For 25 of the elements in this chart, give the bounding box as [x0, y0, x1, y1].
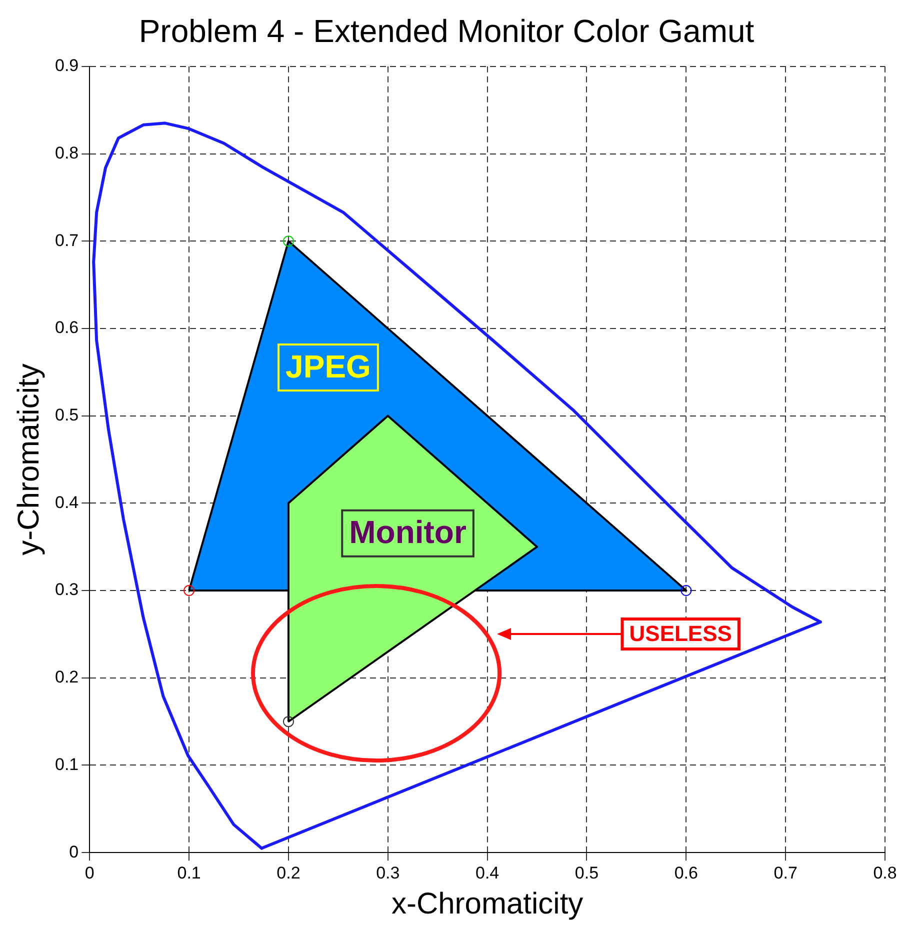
x-tick-label: 0.2	[276, 863, 300, 882]
x-tick-label: 0.7	[774, 863, 798, 882]
x-axis-title: x-Chromaticity	[391, 887, 584, 920]
y-tick-label: 0.9	[54, 56, 79, 76]
y-tick-label: 0.3	[54, 580, 79, 600]
y-axis-title: y-Chromaticity	[12, 364, 46, 556]
annotation: USELESS	[629, 621, 732, 646]
y-tick-label: 0.5	[54, 406, 79, 425]
x-tick-label: 0.8	[873, 863, 897, 882]
x-tick-label: 0.4	[475, 863, 500, 882]
y-tick-label: 0	[69, 842, 79, 862]
y-tick-label: 0.1	[54, 754, 79, 774]
annotation: JPEG	[286, 348, 371, 384]
x-tick-label: 0.6	[674, 863, 698, 882]
y-tick-label: 0.4	[54, 492, 79, 512]
annotation: Monitor	[349, 514, 466, 550]
y-tick-label: 0.2	[54, 668, 79, 687]
x-tick-label: 0.5	[574, 863, 599, 882]
x-tick-label: 0	[84, 863, 94, 882]
x-tick-label: 0.3	[376, 863, 400, 882]
y-tick-label: 0.8	[54, 143, 79, 162]
y-tick-label: 0.7	[54, 230, 79, 250]
y-tick-label: 0.6	[54, 318, 79, 338]
chart-title: Problem 4 - Extended Monitor Color Gamut	[138, 13, 754, 50]
x-tick-label: 0.1	[177, 863, 201, 882]
